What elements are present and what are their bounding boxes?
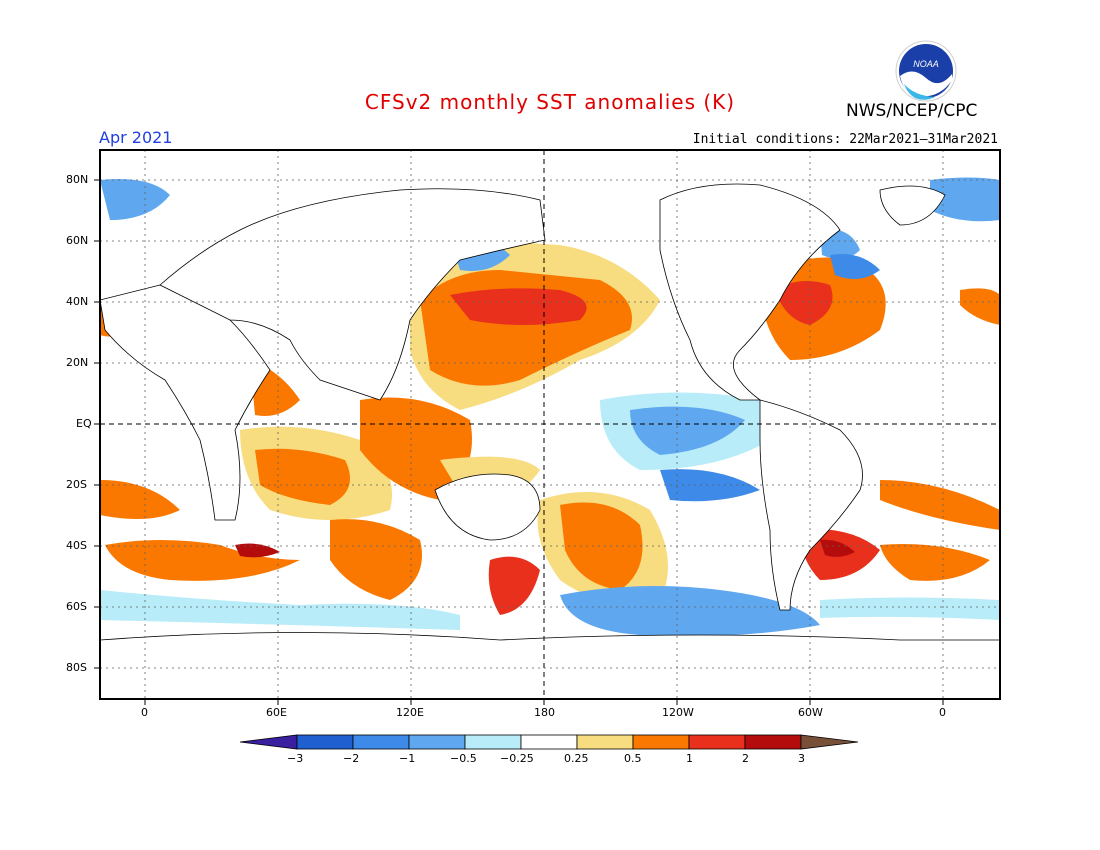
agency-label: NWS/NCEP/CPC (846, 101, 978, 121)
lon-label: 0 (939, 706, 946, 719)
north-america (659, 183, 841, 401)
svg-text:NOAA: NOAA (913, 59, 939, 69)
colorbar-segment (744, 734, 802, 750)
lat-label: 80S (66, 661, 87, 674)
lon-label: 0 (141, 706, 148, 719)
colorbar-label: −1 (399, 752, 416, 765)
grid-lines (100, 150, 1000, 699)
colorbar-segment (576, 734, 634, 750)
lat-label: 60S (66, 600, 87, 613)
lon-label: 120E (396, 706, 424, 719)
colorbar-label: −0.5 (450, 752, 477, 765)
lat-label: 80N (66, 173, 89, 186)
south-america (759, 399, 863, 611)
colorbar (239, 734, 859, 750)
anomaly-field (100, 177, 1000, 637)
eurasia (159, 188, 546, 401)
colorbar-label: 0.5 (624, 752, 642, 765)
continents (100, 183, 1000, 699)
colorbar-segment (688, 734, 746, 750)
lon-label: 60E (266, 706, 287, 719)
lon-label: 120W (662, 706, 694, 719)
colorbar-label: 0.25 (564, 752, 589, 765)
axis-ticks (94, 179, 944, 705)
colorbar-label: −0.25 (500, 752, 534, 765)
colorbar-segment (632, 734, 690, 750)
lat-label: 40S (66, 539, 87, 552)
colorbar-segment (464, 734, 522, 750)
lat-label: 20S (66, 478, 87, 491)
colorbar-segment (408, 734, 466, 750)
colorbar-label: 3 (798, 752, 805, 765)
colorbar-segment (520, 734, 578, 750)
lat-label: 40N (66, 295, 89, 308)
chart-title: CFSv2 monthly SST anomalies (K) (364, 90, 736, 114)
lon-label: 60W (798, 706, 823, 719)
lat-label: EQ (76, 417, 92, 430)
colorbar-segment (352, 734, 410, 750)
forecast-month: Apr 2021 (99, 128, 173, 147)
lon-label: 180 (534, 706, 555, 719)
initial-conditions: Initial conditions: 22Mar2021–31Mar2021 (692, 132, 998, 147)
reference-lines (100, 150, 1000, 699)
colorbar-label: 1 (686, 752, 693, 765)
colorbar-segment (239, 734, 298, 750)
antarctica (100, 632, 1000, 699)
greenland (879, 185, 946, 226)
lat-label: 20N (66, 356, 89, 369)
colorbar-label: 2 (742, 752, 749, 765)
colorbar-segment (800, 734, 859, 750)
noaa-logo: NOAA (895, 40, 957, 102)
colorbar-label: −2 (343, 752, 360, 765)
colorbar-segment (296, 734, 354, 750)
lat-label: 60N (66, 234, 89, 247)
colorbar-label: −3 (287, 752, 304, 765)
australia (434, 473, 541, 541)
